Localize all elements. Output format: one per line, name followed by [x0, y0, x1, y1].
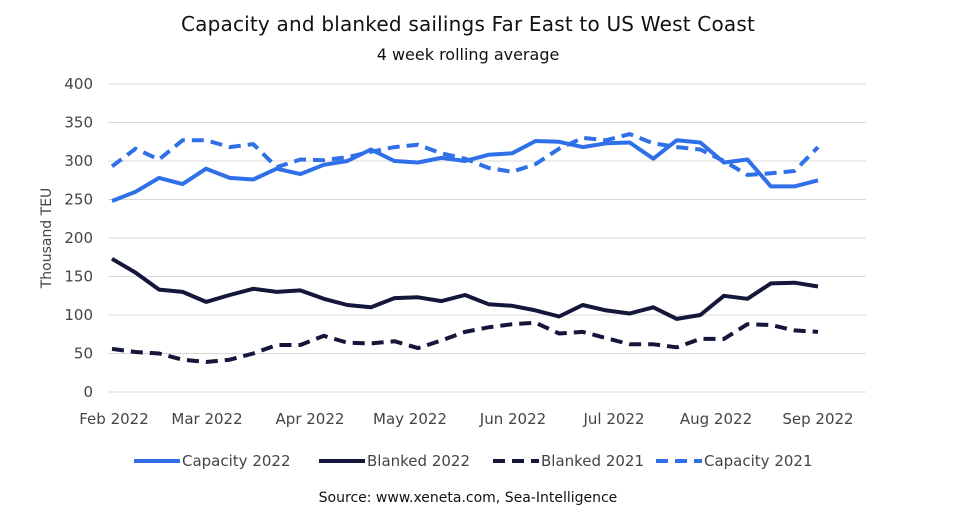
line-chart: 0 50 100 150 200 250 300 350 400 Feb 2022 Mar 202…: [39, 75, 866, 470]
series-line-capacity-2021: [110, 132, 820, 177]
series-line-blanked-2021: [111, 320, 819, 364]
legend-label: Capacity 2022: [182, 452, 291, 470]
source-note: Source: www.xeneta.com, Sea-Intelligence: [318, 490, 618, 506]
x-tick-label: Jun 2022: [479, 410, 546, 428]
chart-title: Capacity and blanked sailings Far East t…: [180, 12, 756, 36]
x-tick-label: Sep 2022: [782, 410, 853, 428]
chart-subtitle: 4 week rolling average: [376, 45, 560, 64]
y-tick-label: 300: [64, 152, 93, 170]
legend: Capacity 2022 Blanked 2022 Blanked 2021 Cap…: [134, 452, 813, 470]
series-lines: [110, 132, 820, 364]
legend-label: Capacity 2021: [704, 452, 813, 470]
legend-label: Blanked 2021: [541, 452, 644, 470]
x-tick-label: Feb 2022: [79, 410, 149, 428]
x-tick-label: Jul 2022: [582, 410, 644, 428]
y-tick-label: 100: [64, 306, 93, 324]
x-tick-label: Mar 2022: [171, 410, 242, 428]
x-tick-label: May 2022: [373, 410, 447, 428]
y-tick-label: 350: [64, 114, 93, 132]
y-tick-label: 0: [83, 383, 93, 401]
legend-label: Blanked 2022: [367, 452, 470, 470]
series-line-blanked-2022: [110, 257, 819, 321]
y-tick-label: 50: [74, 345, 93, 363]
y-tick-label: 200: [64, 229, 93, 247]
gridlines: [108, 83, 866, 393]
y-tick-label: 150: [64, 268, 93, 286]
x-tick-label: Aug 2022: [680, 410, 752, 428]
y-axis-ticks: 0 50 100 150 200 250 300 350 400: [64, 75, 93, 401]
x-axis-ticks: Feb 2022 Mar 2022 Apr 2022 May 2022 Jun 2022…: [79, 410, 853, 428]
y-axis-label: Thousand TEU: [39, 188, 55, 290]
y-tick-label: 250: [64, 191, 93, 209]
y-tick-label: 400: [64, 75, 93, 93]
x-tick-label: Apr 2022: [276, 410, 345, 428]
series-line-capacity-2022: [111, 138, 819, 203]
